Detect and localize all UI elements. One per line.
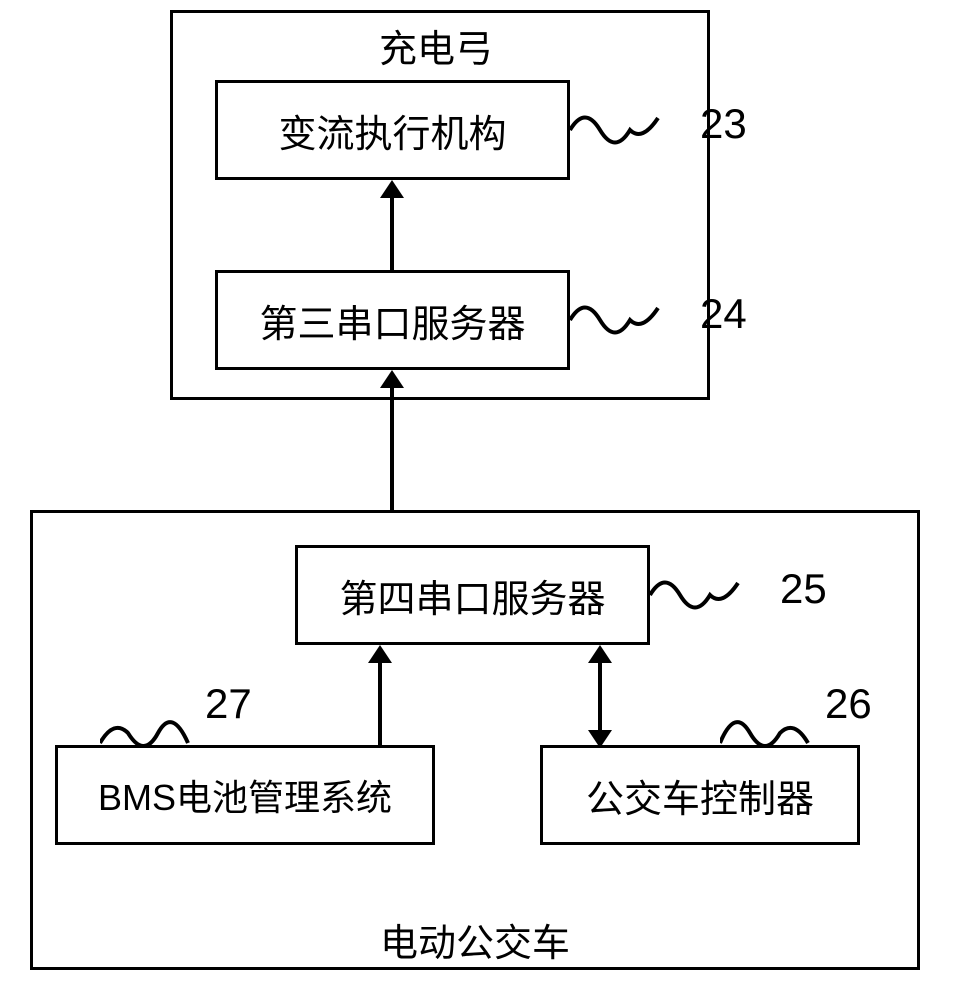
arrow-25-26-line xyxy=(598,658,602,733)
bms-label: BMS电池管理系统 xyxy=(98,769,392,821)
squiggle-27 xyxy=(100,695,190,755)
converter-actuator-box: 变流执行机构 xyxy=(215,80,570,180)
arrow-23-24-line xyxy=(390,192,394,270)
third-serial-server-box: 第三串口服务器 xyxy=(215,270,570,370)
bus-controller-box: 公交车控制器 xyxy=(540,745,860,845)
bms-box: BMS电池管理系统 xyxy=(55,745,435,845)
squiggle-23 xyxy=(570,100,660,160)
charging-bow-title: 充电弓 xyxy=(375,18,497,73)
electric-bus-title: 电动公交车 xyxy=(380,912,570,967)
ref-26: 26 xyxy=(825,680,872,728)
squiggle-25 xyxy=(650,565,740,625)
squiggle-26 xyxy=(720,695,810,755)
ref-24: 24 xyxy=(700,290,747,338)
fourth-serial-server-box: 第四串口服务器 xyxy=(295,545,650,645)
squiggle-24 xyxy=(570,290,660,350)
arrow-25-26-head-up xyxy=(588,645,612,663)
ref-23: 23 xyxy=(700,100,747,148)
arrow-25-26-head-down xyxy=(588,730,612,748)
converter-actuator-label: 变流执行机构 xyxy=(278,103,506,158)
ref-27: 27 xyxy=(205,680,252,728)
arrow-24-25-head-up xyxy=(380,370,404,388)
ref-25: 25 xyxy=(780,565,827,613)
bus-controller-label: 公交车控制器 xyxy=(586,768,814,823)
arrow-27-25-head-up xyxy=(368,645,392,663)
arrow-27-25-line xyxy=(378,658,382,745)
fourth-serial-server-label: 第四串口服务器 xyxy=(339,568,605,623)
third-serial-server-label: 第三串口服务器 xyxy=(259,293,525,348)
arrow-23-24-head-up xyxy=(380,180,404,198)
